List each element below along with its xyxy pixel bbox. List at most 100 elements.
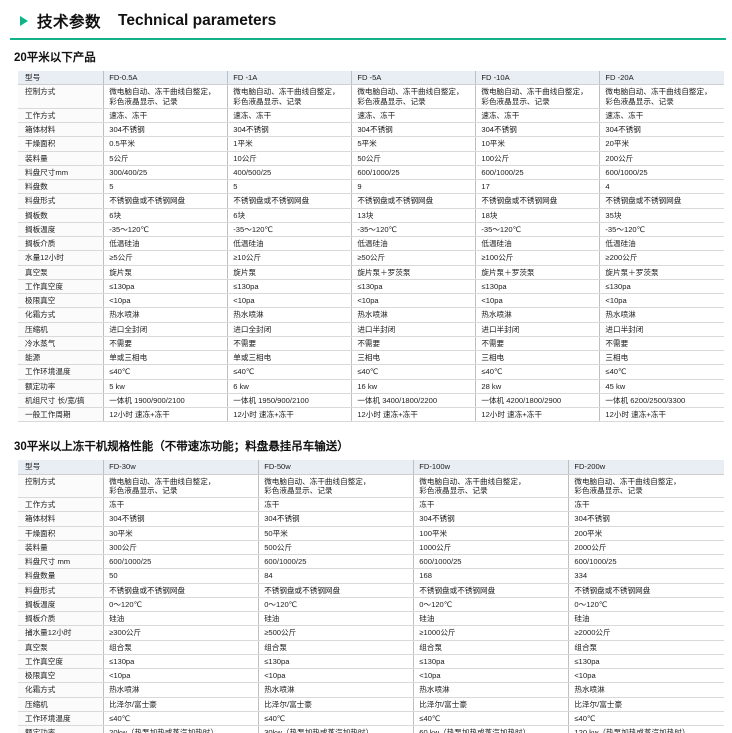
spec-cell: 304不锈钢	[227, 122, 353, 138]
row-label: 装料量	[18, 540, 105, 556]
spec-cell: 0～120℃	[103, 597, 260, 613]
table-row: 化霜方式 热水喷淋 热水喷淋 热水喷淋 热水喷淋	[18, 682, 724, 698]
spec-cell: 组合泵	[568, 640, 724, 655]
section1-heading: 20平米以下产品	[14, 52, 96, 64]
table-row: 搁板数 6块 6块 13块 18块 35块	[18, 208, 724, 223]
spec-cell: 单或三相电	[103, 350, 229, 366]
section1-table-wrap: 型号 FD-0.5A FD -1A FD -5A FD -10A FD -20A 控制方式 微…	[0, 71, 732, 423]
spec-cell: <10pa	[413, 668, 570, 684]
table-row: 水量12小时 ≥5公斤 ≥10公斤 ≥50公斤 ≥100公斤 ≥200公斤	[18, 250, 724, 266]
table-row: 干燥面积 30平米 50平米 100平米 200平米	[18, 526, 724, 541]
spec-cell: 16 kw	[351, 379, 477, 394]
spec-cell: 不锈钢盘或不锈钢网盘	[413, 583, 570, 598]
row-label: 料盘尺寸 mm	[18, 554, 105, 570]
spec-cell: 旋片泵	[103, 265, 229, 280]
spec-cell: 低温硅油	[599, 236, 724, 252]
spec-cell: 600/1000/25	[413, 554, 570, 570]
spec-cell: 速冻、冻干	[475, 108, 601, 124]
spec-cell: 300公斤	[103, 540, 260, 556]
model-header-cell: FD -1A	[227, 71, 353, 86]
model-header-cell: FD-50w	[258, 460, 415, 475]
spec-cell: 旋片泵＋罗茨泵	[475, 265, 601, 280]
spec-cell: 400/500/25	[227, 165, 353, 181]
spec-cell: 比泽尔/富士豪	[103, 697, 260, 712]
spec-cell: 不需要	[227, 336, 353, 352]
table-row: 料盘数 5 5 9 17 4	[18, 179, 724, 195]
spec-cell: 微电脑自动、冻干曲线自整定， 彩色液晶显示、记录	[599, 84, 724, 109]
spec-cell: 334	[568, 568, 724, 584]
row-label: 工作环境温度	[18, 711, 105, 727]
table-row: 控制方式 微电脑自动、冻干曲线自整定， 彩色液晶显示、记录 微电脑自动、冻干曲线自整…	[18, 474, 724, 498]
page-title-cn: 技术参数	[37, 14, 102, 31]
spec-cell: 一体机 3400/1800/2200	[351, 393, 477, 409]
spec-cell: 13块	[351, 208, 477, 223]
table-row: 型号 FD-0.5A FD -1A FD -5A FD -10A FD -20A	[18, 71, 724, 86]
spec-cell: 18块	[475, 208, 601, 223]
table-row: 真空泵 旋片泵 旋片泵 旋片泵＋罗茨泵 旋片泵＋罗茨泵 旋片泵＋罗茨泵	[18, 265, 724, 280]
row-label: 干燥面积	[18, 136, 105, 152]
spec-cell: 比泽尔/富士豪	[413, 697, 570, 712]
spec-cell: 微电脑自动、冻干曲线自整定， 彩色液晶显示、记录	[351, 84, 477, 109]
table-row: 搁板温度 0～120℃ 0～120℃ 0～120℃ 0～120℃	[18, 597, 724, 613]
spec-cell: 304不锈钢	[413, 511, 570, 527]
spec-cell: <10pa	[227, 293, 353, 309]
spec-cell: 组合泵	[103, 640, 260, 655]
spec-cell: 速冻、冻干	[103, 108, 229, 124]
spec-cell: ≤130pa	[568, 654, 724, 670]
table-row: 料盘尺寸mm 300/400/25 400/500/25 600/1000/25 600…	[18, 165, 724, 181]
spec-cell: 单或三相电	[227, 350, 353, 366]
spec-cell: ≤130pa	[413, 654, 570, 670]
row-label: 控制方式	[18, 84, 105, 109]
spec-cell: 5 kw	[103, 379, 229, 394]
spec-cell: 600/1000/25	[258, 554, 415, 570]
spec-cell: -35～120℃	[103, 222, 229, 238]
spec-cell: 热水喷淋	[568, 682, 724, 698]
table-row: 料盘形式 不锈钢盘或不锈钢网盘 不锈钢盘或不锈钢网盘 不锈钢盘或不锈钢网盘 不锈钢盘或不…	[18, 193, 724, 209]
spec-cell: 304不锈钢	[103, 122, 229, 138]
spec-cell: 冻干	[568, 497, 724, 513]
spec-cell: 旋片泵＋罗茨泵	[599, 265, 724, 280]
spec-cell: 168	[413, 568, 570, 584]
table-row: 工作环境温度 ≤40℃ ≤40℃ ≤40℃ ≤40℃	[18, 711, 724, 727]
spec-cell: 20平米	[599, 136, 724, 152]
spec-cell: 100公斤	[475, 151, 601, 166]
spec-cell: 进口半封闭	[351, 322, 477, 337]
row-label: 装料量	[18, 151, 105, 166]
table-row: 搁板温度 -35～120℃ -35～120℃ -35～120℃ -35～120℃ -35～…	[18, 222, 724, 238]
spec-cell: 304不锈钢	[599, 122, 724, 138]
spec-cell: 304不锈钢	[351, 122, 477, 138]
section-header: 技术参数 Technical parameters	[10, 0, 726, 40]
spec-cell: 304不锈钢	[475, 122, 601, 138]
spec-table-large: 型号 FD-30w FD-50w FD-100w FD-200w 控制方式 微电脑自动、冻干…	[18, 460, 724, 733]
spec-cell: <10pa	[103, 668, 260, 684]
spec-cell: ≤40℃	[568, 711, 724, 727]
row-label: 料盘数	[18, 179, 105, 195]
spec-cell: 9	[351, 179, 477, 195]
row-label: 工作真空度	[18, 279, 105, 295]
row-label: 箱体材料	[18, 122, 105, 138]
spec-cell: ≤130pa	[599, 279, 724, 295]
row-label: 料盘数量	[18, 568, 105, 584]
table-row: 工作真空度 ≤130pa ≤130pa ≤130pa ≤130pa ≤130pa	[18, 279, 724, 295]
table-row: 工作方式 冻干 冻干 冻干 冻干	[18, 497, 724, 513]
spec-table-small: 型号 FD-0.5A FD -1A FD -5A FD -10A FD -20A 控制方式 微…	[18, 71, 724, 423]
spec-cell: 304不锈钢	[258, 511, 415, 527]
table-row: 工作真空度 ≤130pa ≤130pa ≤130pa ≤130pa	[18, 654, 724, 670]
row-label: 搁板介质	[18, 236, 105, 252]
row-label: 真空泵	[18, 265, 105, 280]
spec-cell: 0～120℃	[413, 597, 570, 613]
row-label: 工作方式	[18, 108, 105, 124]
spec-cell: 热水喷淋	[351, 307, 477, 323]
table-row: 一般工作周期 12小时 速冻+冻干 12小时 速冻+冻干 12小时 速冻+冻干 12小时…	[18, 407, 724, 423]
spec-cell: 微电脑自动、冻干曲线自整定， 彩色液晶显示、记录	[413, 474, 570, 498]
spec-cell: 微电脑自动、冻干曲线自整定， 彩色液晶显示、记录	[568, 474, 724, 498]
spec-cell: <10pa	[258, 668, 415, 684]
table-row: 装料量 300公斤 500公斤 1000公斤 2000公斤	[18, 540, 724, 556]
spec-cell: 120 kw（热泵加热或蒸汽加热时） 360 kw（电加热时）	[568, 725, 724, 733]
spec-cell: 一体机 1950/900/2100	[227, 393, 353, 409]
spec-cell: 5	[103, 179, 229, 195]
spec-cell: 84	[258, 568, 415, 584]
section2-heading: 30平米以上冻干机规格性能（不带速冻功能；料盘悬挂吊车输送）	[14, 441, 349, 454]
spec-cell: 不需要	[475, 336, 601, 352]
